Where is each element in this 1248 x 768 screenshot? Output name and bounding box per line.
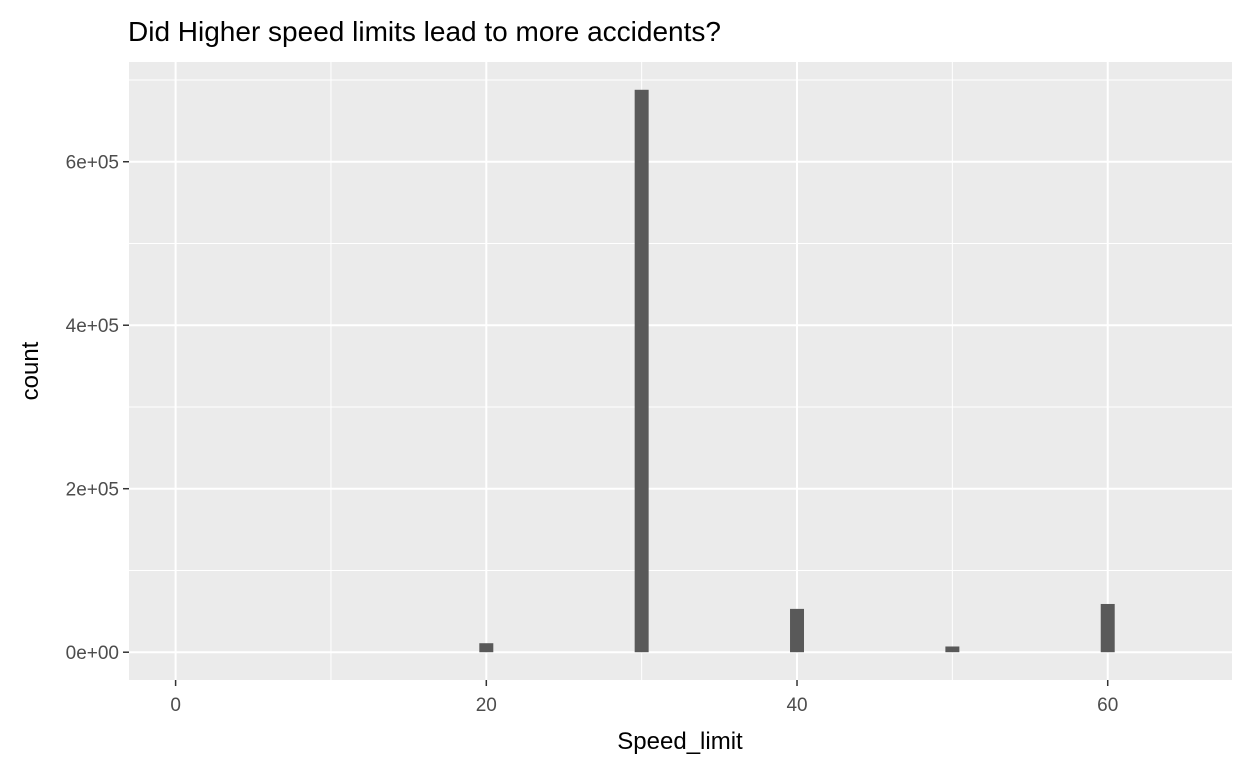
y-tick-label: 4e+05 [66,316,119,337]
plot-panel [129,62,1232,680]
x-tick-label: 0 [170,695,181,716]
y-axis: 0e+00 2e+05 4e+05 6e+05 [66,153,129,664]
x-tick-label: 40 [786,695,807,716]
y-axis-title: count [17,341,44,400]
bar [790,608,805,653]
bar [1100,603,1115,653]
y-tick-label: 0e+00 [66,643,119,664]
x-axis-title: Speed_limit [617,728,743,755]
bars [479,89,1115,653]
y-tick-label: 2e+05 [66,480,119,501]
x-axis: 0 20 40 60 [170,680,1118,716]
y-tick-label: 6e+05 [66,153,119,174]
bar [634,89,649,653]
x-tick-label: 20 [476,695,497,716]
x-tick-label: 60 [1097,695,1118,716]
chart-title: Did Higher speed limits lead to more acc… [128,16,721,47]
bar [945,646,960,653]
bar [479,643,494,653]
